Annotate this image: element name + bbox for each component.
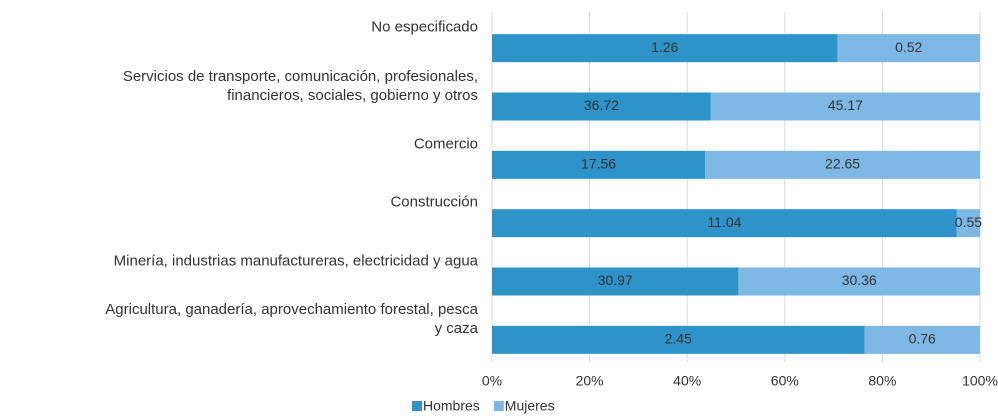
bar-segment [492,92,711,121]
data-label: 0.55 [955,214,982,230]
data-label: 30.97 [598,272,633,288]
category-label: Servicios de transporte, comunicación, p… [122,67,478,104]
legend-label: Mujeres [505,398,555,414]
legend-swatch [493,401,504,411]
bar-segment [492,325,865,354]
bar-segment [492,267,739,296]
bar-segment [956,209,980,238]
x-tick-label: 0% [482,373,502,389]
legend-label: Hombres [423,398,480,414]
bar-segment [492,150,706,179]
data-label: 2.45 [665,331,692,347]
data-label: 22.65 [825,156,860,172]
bar-segment [837,34,980,63]
x-tick-label: 20% [576,373,604,389]
data-label: 0.76 [909,331,936,347]
bar-segment [492,209,957,238]
legend-swatch [412,401,422,411]
data-label: 0.52 [895,39,922,55]
category-label: Comercio [413,135,478,153]
category-label: Construcción [390,193,478,211]
bar-segment [864,325,980,354]
data-label: 1.26 [651,39,678,55]
x-tick-label: 80% [868,373,896,389]
bar-segment [738,267,980,296]
x-tick-label: 60% [771,373,799,389]
data-label: 11.04 [707,214,741,230]
category-label: Agricultura, ganadería, aprovechamiento … [105,300,478,337]
category-label: No especificado [371,18,478,36]
bar-segment [705,150,980,179]
x-tick-label: 40% [673,373,701,389]
data-label: 36.72 [584,97,619,113]
bar-segment [492,34,838,63]
category-label: Minería, industrias manufactureras, elec… [113,252,478,269]
data-label: 45.17 [828,97,863,113]
data-label: 17.56 [581,156,616,172]
bar-segment [710,92,980,121]
data-label: 30.36 [842,272,877,288]
x-tick-label: 100% [962,373,998,389]
